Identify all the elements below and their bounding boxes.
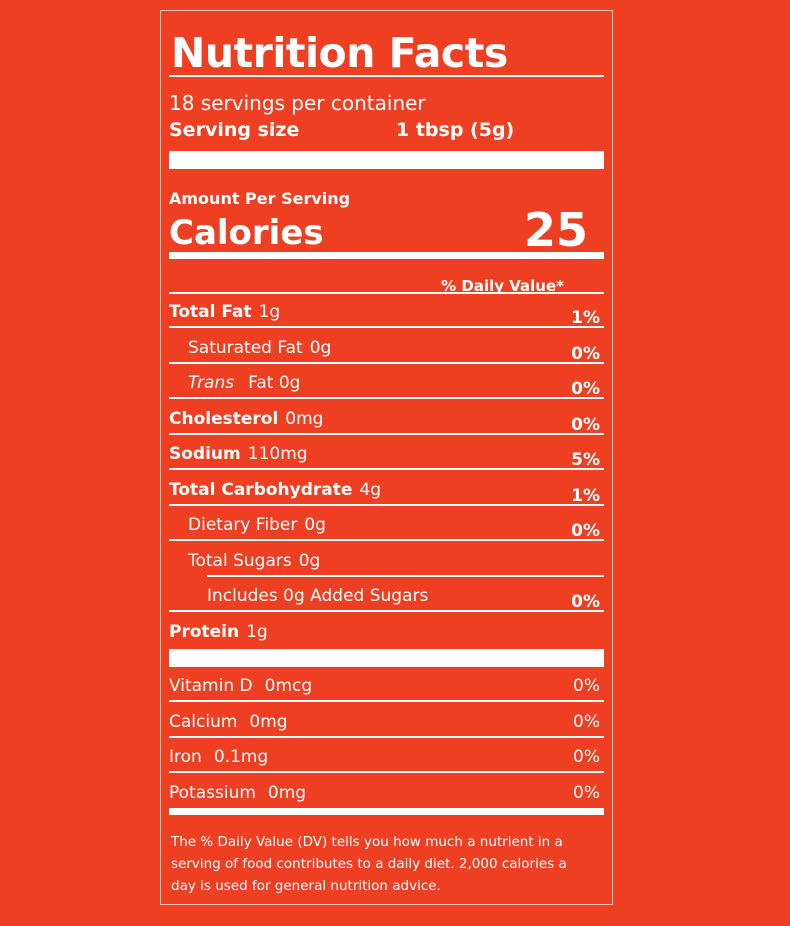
vitamin-row: Iron 0.1mg 0% xyxy=(169,739,604,773)
nutrient-name: Total Sugars 0g xyxy=(188,551,320,571)
footnote: The % Daily Value (DV) tells you how muc… xyxy=(171,834,567,894)
row-divider xyxy=(169,700,604,702)
daily-value-percent: 0% xyxy=(571,521,600,541)
amount-per-serving: Amount Per Serving xyxy=(169,189,351,208)
vitamin-name: Iron 0.1mg xyxy=(169,747,268,767)
divider xyxy=(169,292,604,294)
row-divider xyxy=(169,735,604,738)
daily-value-percent: 1% xyxy=(571,485,600,506)
nutrient-label: Cholesterol xyxy=(169,408,279,429)
daily-value-percent: 0% xyxy=(573,676,600,696)
nutrient-label: Total Fat xyxy=(169,302,252,322)
nutrient-amount: 0g xyxy=(304,515,326,535)
vitamin-amount: 0mcg xyxy=(264,676,313,696)
nutrient-row: Total Fat 1g 1% xyxy=(169,294,604,328)
vitamin-label: Potassium xyxy=(169,782,256,803)
row-divider xyxy=(169,361,604,364)
row-divider xyxy=(169,771,604,773)
serving-size-label: Serving size xyxy=(169,119,300,141)
nutrient-label: Sodium xyxy=(169,444,241,464)
vitamin-label: Vitamin D xyxy=(169,676,253,696)
daily-value-percent: 5% xyxy=(571,450,600,470)
daily-value-header: % Daily Value* xyxy=(441,277,564,295)
nutrient-label: Saturated Fat xyxy=(188,337,303,358)
nutrient-label: Trans xyxy=(188,373,235,393)
daily-value-percent: 0% xyxy=(571,414,600,435)
nutrient-row: Total Sugars 0g xyxy=(169,543,604,577)
servings-per-container: 18 servings per container xyxy=(169,91,426,115)
vitamin-name: Potassium 0mg xyxy=(169,783,306,803)
nutrient-row: Includes 0g Added Sugars 0% xyxy=(169,578,604,612)
nutrient-name: Total Fat 1g xyxy=(169,302,280,322)
nutrient-row: Cholesterol 0mg 0% xyxy=(169,401,604,435)
nutrient-name: Sodium 110mg xyxy=(169,444,308,464)
nutrient-label: Protein xyxy=(169,621,240,642)
row-divider xyxy=(169,503,604,506)
vitamin-row: Calcium 0mg 0% xyxy=(169,704,604,738)
row-divider xyxy=(169,432,604,435)
nutrient-label: Dietary Fiber xyxy=(188,515,298,535)
vitamin-amount: 0mg xyxy=(267,782,307,803)
daily-value-percent: 0% xyxy=(573,782,600,803)
nutrient-row: Protein 1g xyxy=(169,614,604,648)
nutrient-row: Total Carbohydrate 4g 1% xyxy=(169,472,604,506)
nutrient-name: Cholesterol 0mg xyxy=(169,409,323,429)
vitamin-label: Iron xyxy=(169,747,202,767)
medium-divider xyxy=(169,252,604,259)
nutrient-name: Protein 1g xyxy=(169,622,268,642)
thick-divider xyxy=(169,151,604,169)
nutrient-row: Sodium 110mg 5% xyxy=(169,436,604,470)
vitamin-row: Potassium 0mg 0% xyxy=(169,775,604,809)
nutrient-amount: 4g xyxy=(359,479,382,500)
nutrient-name: Dietary Fiber 0g xyxy=(188,515,326,535)
nutrient-label: Total Sugars xyxy=(188,550,292,571)
medium-divider xyxy=(169,808,604,815)
nutrient-amount: 1g xyxy=(246,621,268,642)
daily-value-percent: 0% xyxy=(573,747,600,767)
vitamin-name: Vitamin D 0mcg xyxy=(169,676,312,696)
thick-divider xyxy=(169,649,604,667)
vitamin-label: Calcium xyxy=(169,711,238,732)
nutrient-amount: Fat 0g xyxy=(248,373,301,393)
serving-size: Serving size 1 tbsp (5g) xyxy=(169,119,604,141)
nutrient-name: Includes 0g Added Sugars xyxy=(207,586,428,606)
nutrient-row: Dietary Fiber 0g 0% xyxy=(169,507,604,541)
vitamin-name: Calcium 0mg xyxy=(169,712,288,732)
row-divider xyxy=(169,610,604,612)
label-title: Nutrition Facts xyxy=(171,29,508,77)
nutrient-label: Total Carbohydrate xyxy=(169,479,353,500)
vitamin-row: Vitamin D 0mcg 0% xyxy=(169,668,604,702)
calories-label: Calories xyxy=(169,213,324,253)
nutrient-row: Trans Fat 0g 0% xyxy=(169,365,604,399)
row-divider xyxy=(169,397,604,399)
nutrient-name: Total Carbohydrate 4g xyxy=(169,480,381,500)
nutrition-facts-label: Nutrition Facts 18 servings per containe… xyxy=(160,10,613,905)
nutrient-amount: 0g xyxy=(309,337,332,358)
vitamin-amount: 0mg xyxy=(249,711,288,732)
daily-value-percent: 0% xyxy=(573,711,600,732)
nutrient-label: Includes 0g Added Sugars xyxy=(207,586,429,606)
nutrient-name: Saturated Fat 0g xyxy=(188,338,331,358)
nutrient-name: Trans Fat 0g xyxy=(188,373,300,393)
row-divider xyxy=(169,539,604,541)
vitamin-amount: 0.1mg xyxy=(213,747,269,767)
nutrient-row: Saturated Fat 0g 0% xyxy=(169,330,604,364)
calories-value: 25 xyxy=(523,203,588,257)
row-divider xyxy=(169,326,604,328)
nutrient-amount: 0mg xyxy=(285,408,324,429)
daily-value-percent: 0% xyxy=(571,592,600,612)
row-divider xyxy=(169,468,604,470)
nutrient-amount: 0g xyxy=(298,550,321,571)
daily-value-percent: 1% xyxy=(571,308,600,328)
daily-value-percent: 0% xyxy=(571,379,600,399)
daily-value-percent: 0% xyxy=(571,343,600,364)
nutrient-amount: 1g xyxy=(258,302,281,322)
divider xyxy=(169,75,604,77)
nutrient-amount: 110mg xyxy=(247,444,308,464)
row-divider xyxy=(207,574,604,577)
serving-size-value: 1 tbsp (5g) xyxy=(396,119,515,141)
